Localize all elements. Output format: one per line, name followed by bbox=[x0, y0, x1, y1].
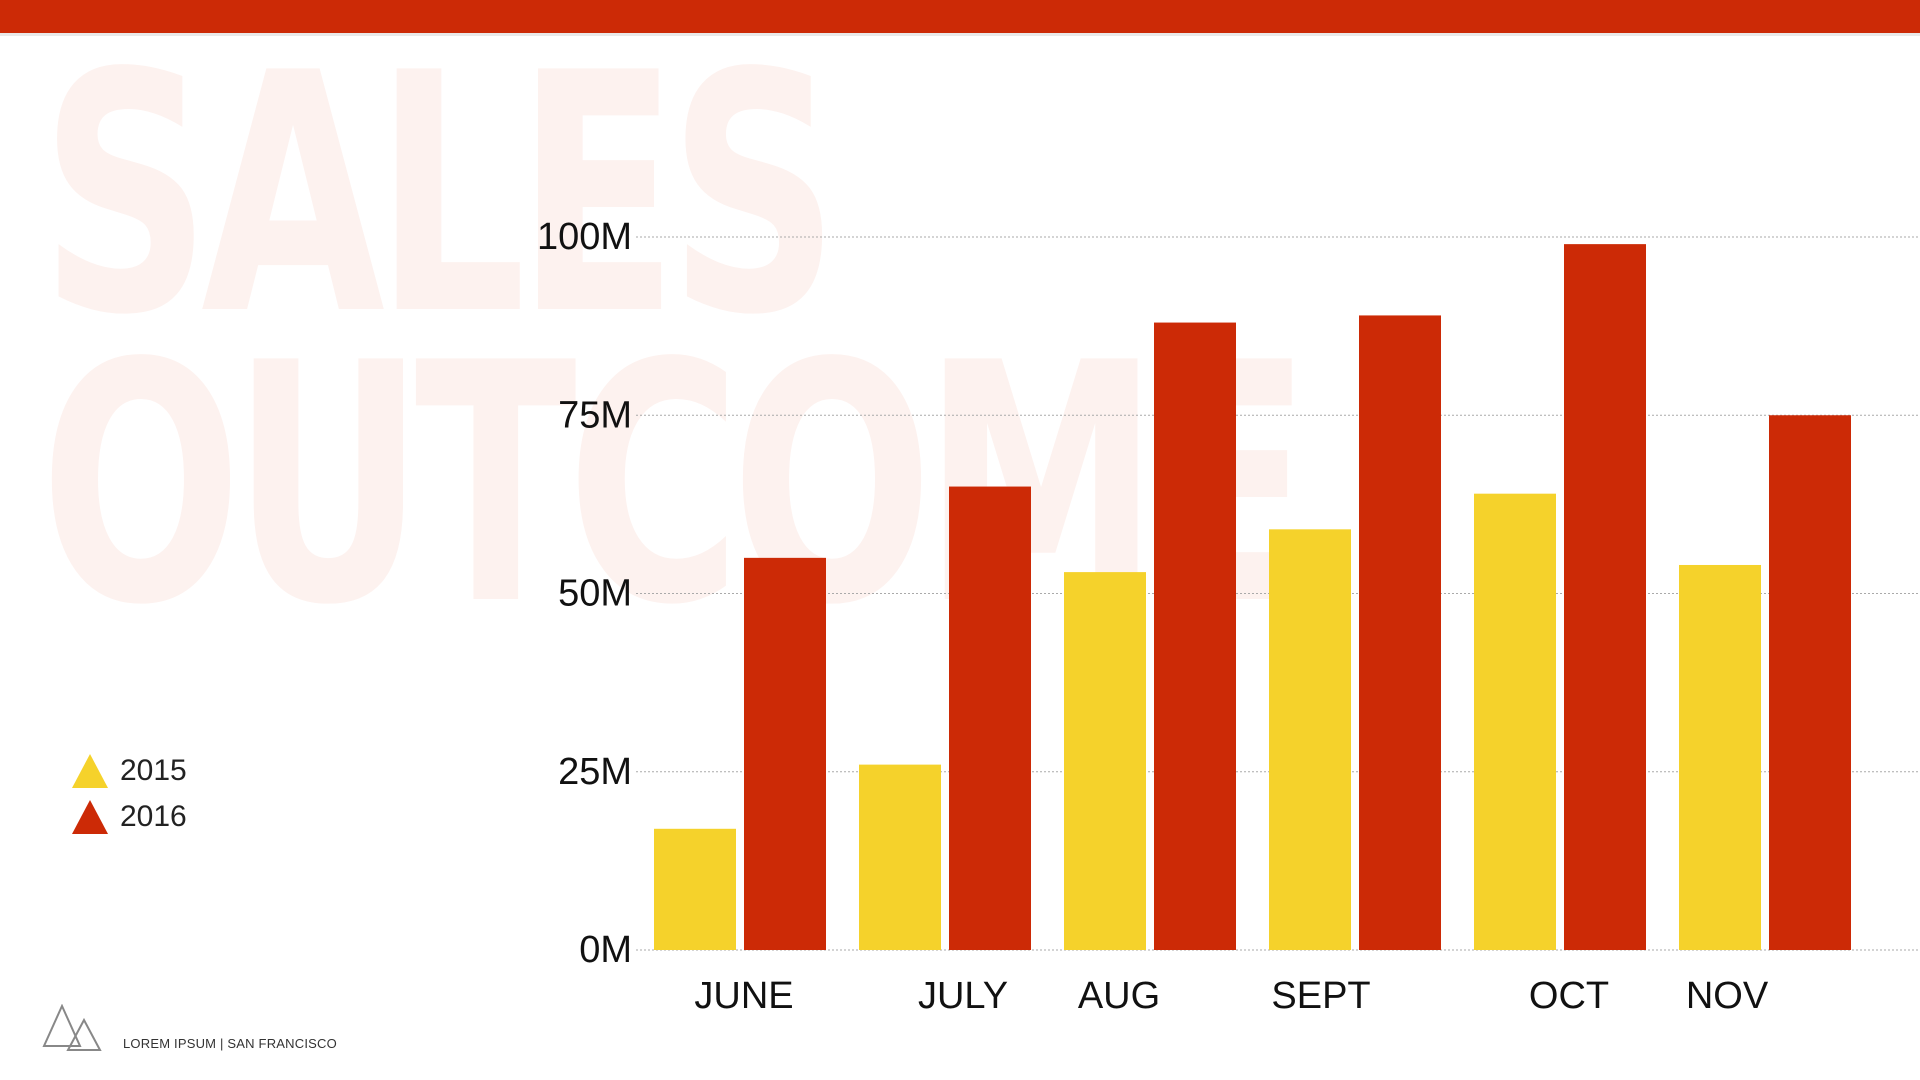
bar-2016-oct bbox=[1564, 244, 1646, 950]
x-tick-label: OCT bbox=[1529, 975, 1609, 1017]
bar-2016-sept bbox=[1359, 315, 1441, 950]
bar-2015-july bbox=[859, 764, 941, 950]
x-tick-label: AUG bbox=[1078, 975, 1160, 1017]
background-title-line1: SALES bbox=[40, 3, 840, 387]
chart-legend: 2015 2016 bbox=[72, 748, 187, 840]
top-accent-bar bbox=[0, 0, 1920, 33]
bar-2016-nov bbox=[1769, 415, 1851, 950]
bar-2016-july bbox=[949, 486, 1031, 950]
y-tick-label: 0M bbox=[579, 929, 632, 971]
y-tick-label: 50M bbox=[558, 573, 632, 615]
triangle-icon bbox=[72, 800, 108, 834]
bar-2015-sept bbox=[1269, 529, 1351, 950]
bar-2016-aug bbox=[1154, 322, 1236, 950]
bar-2015-nov bbox=[1679, 564, 1761, 950]
triangles-logo-icon bbox=[42, 1003, 102, 1057]
x-tick-label: SEPT bbox=[1271, 975, 1370, 1017]
footer-text: LOREM IPSUM | SAN FRANCISCO bbox=[123, 1036, 337, 1051]
x-tick-label: JUNE bbox=[694, 975, 793, 1017]
bar-2016-june bbox=[744, 557, 826, 950]
legend-item-2016: 2016 bbox=[72, 794, 187, 840]
y-tick-label: 25M bbox=[558, 751, 632, 793]
triangle-icon bbox=[72, 754, 108, 788]
legend-label-2015: 2015 bbox=[120, 754, 187, 787]
bar-2015-oct bbox=[1474, 493, 1556, 950]
top-bar-shadow bbox=[0, 33, 1920, 36]
legend-label-2016: 2016 bbox=[120, 800, 187, 833]
legend-item-2015: 2015 bbox=[72, 748, 187, 794]
y-tick-label: 75M bbox=[558, 394, 632, 436]
x-tick-label: JULY bbox=[918, 975, 1008, 1017]
bar-2015-aug bbox=[1064, 572, 1146, 950]
bar-2015-june bbox=[654, 828, 736, 950]
x-tick-label: NOV bbox=[1686, 975, 1769, 1017]
y-tick-label: 100M bbox=[537, 216, 632, 258]
